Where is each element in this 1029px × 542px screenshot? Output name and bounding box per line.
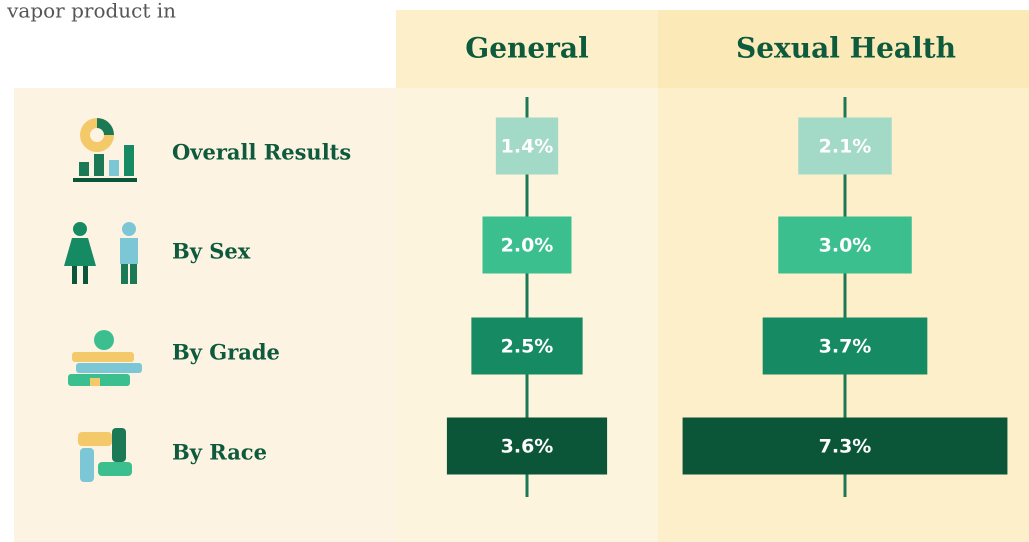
bar [482, 216, 572, 274]
bar [798, 117, 892, 175]
bar [495, 117, 559, 175]
icon-hands [78, 428, 132, 482]
value-label: 3.6% [501, 436, 554, 458]
value-label: 2.0% [501, 235, 554, 257]
value-label: 3.0% [819, 235, 872, 257]
bar [682, 417, 1008, 475]
category-label: By Grade [172, 340, 280, 365]
column-header: General [465, 32, 588, 65]
value-label: 1.4% [501, 136, 554, 158]
left-panel [14, 88, 396, 542]
icon-chart [73, 118, 137, 182]
icon-people [64, 222, 138, 284]
column-header: Sexual Health [736, 32, 956, 65]
value-label: 2.5% [501, 336, 554, 358]
bar [471, 317, 583, 375]
icon-books [68, 330, 142, 386]
category-label: By Race [172, 440, 267, 465]
category-label: Overall Results [172, 140, 351, 165]
value-label: 2.1% [819, 136, 872, 158]
bar [762, 317, 928, 375]
header-bg [396, 10, 658, 88]
value-label: 7.3% [819, 436, 872, 458]
category-label: By Sex [172, 239, 251, 264]
text-fragment: : vapor product in [0, 0, 176, 23]
bar [446, 417, 608, 475]
bar [778, 216, 912, 274]
header-bg [658, 10, 1029, 88]
value-label: 3.7% [819, 336, 872, 358]
